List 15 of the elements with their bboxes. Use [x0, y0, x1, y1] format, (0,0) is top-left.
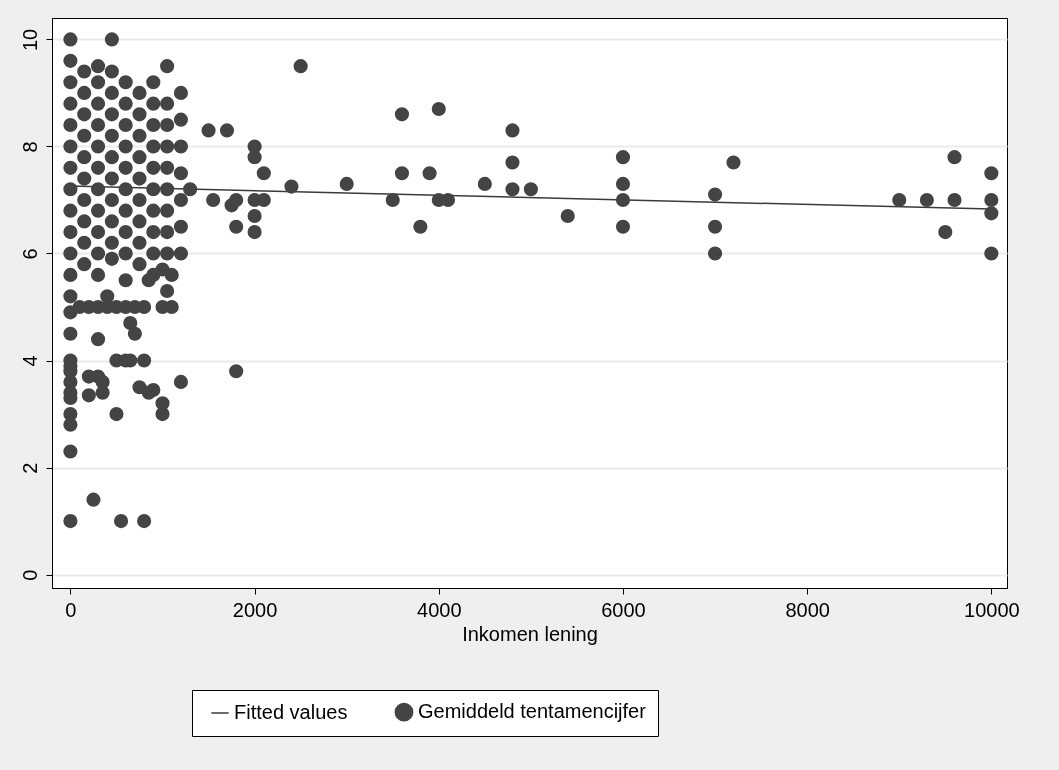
x-tick-label: 4000 [417, 598, 462, 621]
y-tick-label: 4 [18, 355, 41, 367]
y-tick-label: 8 [18, 141, 41, 153]
y-tick-label: 6 [18, 248, 41, 260]
x-tick-label: 0 [65, 598, 77, 621]
y-tick-label: 0 [18, 569, 41, 581]
y-tick-label: 2 [18, 462, 41, 474]
x-tick-label: 6000 [601, 598, 646, 621]
x-axis-title: Inkomen lening [462, 622, 598, 645]
x-tick-label: 10000 [964, 598, 1020, 621]
x-tick-label: 8000 [785, 598, 830, 621]
y-tick-label: 10 [18, 28, 41, 52]
x-tick-label: 2000 [232, 598, 278, 621]
legend-label: Fitted values [234, 701, 348, 723]
legend-label: Gemiddeld tentamencijfer [418, 700, 647, 723]
